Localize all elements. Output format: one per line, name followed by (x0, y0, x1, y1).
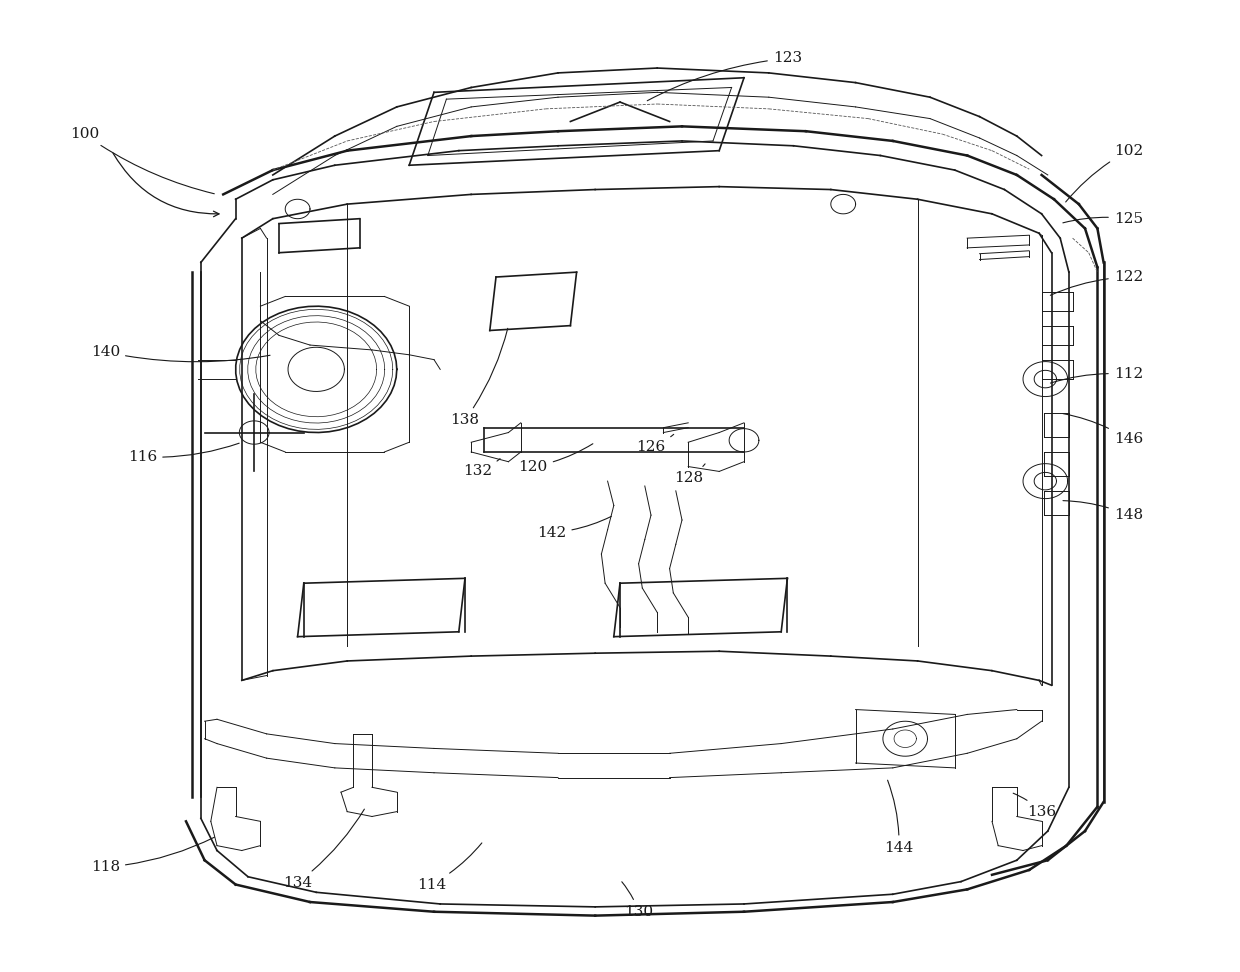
Text: 122: 122 (1050, 270, 1143, 295)
Text: 146: 146 (1063, 414, 1143, 446)
Text: 148: 148 (1063, 501, 1143, 522)
Text: 134: 134 (283, 809, 365, 889)
Text: 123: 123 (647, 52, 802, 101)
Text: 138: 138 (450, 329, 507, 427)
Text: 120: 120 (518, 444, 593, 473)
Text: 100: 100 (69, 127, 215, 193)
Text: 114: 114 (417, 843, 482, 891)
Text: 112: 112 (1050, 367, 1143, 383)
Text: 128: 128 (673, 464, 706, 485)
Text: 116: 116 (128, 443, 239, 464)
Text: 130: 130 (621, 882, 653, 919)
Text: 125: 125 (1063, 212, 1143, 226)
Text: 132: 132 (463, 459, 500, 478)
Text: 140: 140 (91, 345, 270, 362)
Text: 136: 136 (1013, 793, 1056, 818)
Text: 142: 142 (537, 516, 611, 539)
Text: 118: 118 (91, 837, 215, 874)
Text: 144: 144 (884, 781, 914, 854)
Text: 126: 126 (636, 434, 673, 454)
Text: 102: 102 (1065, 144, 1143, 202)
